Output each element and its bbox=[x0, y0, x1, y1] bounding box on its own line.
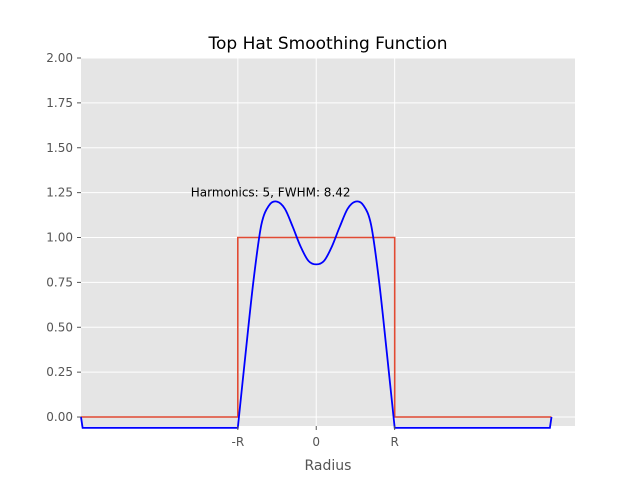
plot-background bbox=[81, 58, 575, 426]
x-tick-label: 0 bbox=[312, 435, 320, 449]
y-axis-ticks: 0.00 0.25 0.50 0.75 1.00 1.25 1.50 1.75 2.00 bbox=[46, 51, 81, 424]
smoothing-curve bbox=[80, 200, 553, 429]
x-tick-label: R bbox=[390, 435, 398, 449]
top-hat-line bbox=[81, 236, 552, 418]
x-tick-label: -R bbox=[231, 435, 244, 449]
y-tick-label: 1.00 bbox=[46, 231, 73, 245]
y-tick-label: 1.25 bbox=[46, 186, 73, 200]
y-tick-label: 2.00 bbox=[46, 51, 73, 65]
y-tick-label: 0.75 bbox=[46, 275, 73, 289]
x-axis-ticks: -R 0 R bbox=[231, 426, 399, 449]
y-tick-label: 0.50 bbox=[46, 320, 73, 334]
y-tick-label: 0.25 bbox=[46, 365, 73, 379]
x-axis-label: Radius bbox=[305, 458, 352, 474]
y-tick-label: 0.00 bbox=[46, 410, 73, 424]
series-layer bbox=[80, 200, 553, 429]
chart-title: Top Hat Smoothing Function bbox=[208, 34, 448, 54]
annotation-label: Harmonics: 5, FWHM: 8.42 bbox=[191, 186, 351, 200]
y-tick-label: 1.75 bbox=[46, 96, 73, 110]
y-tick-label: 1.50 bbox=[46, 141, 73, 155]
